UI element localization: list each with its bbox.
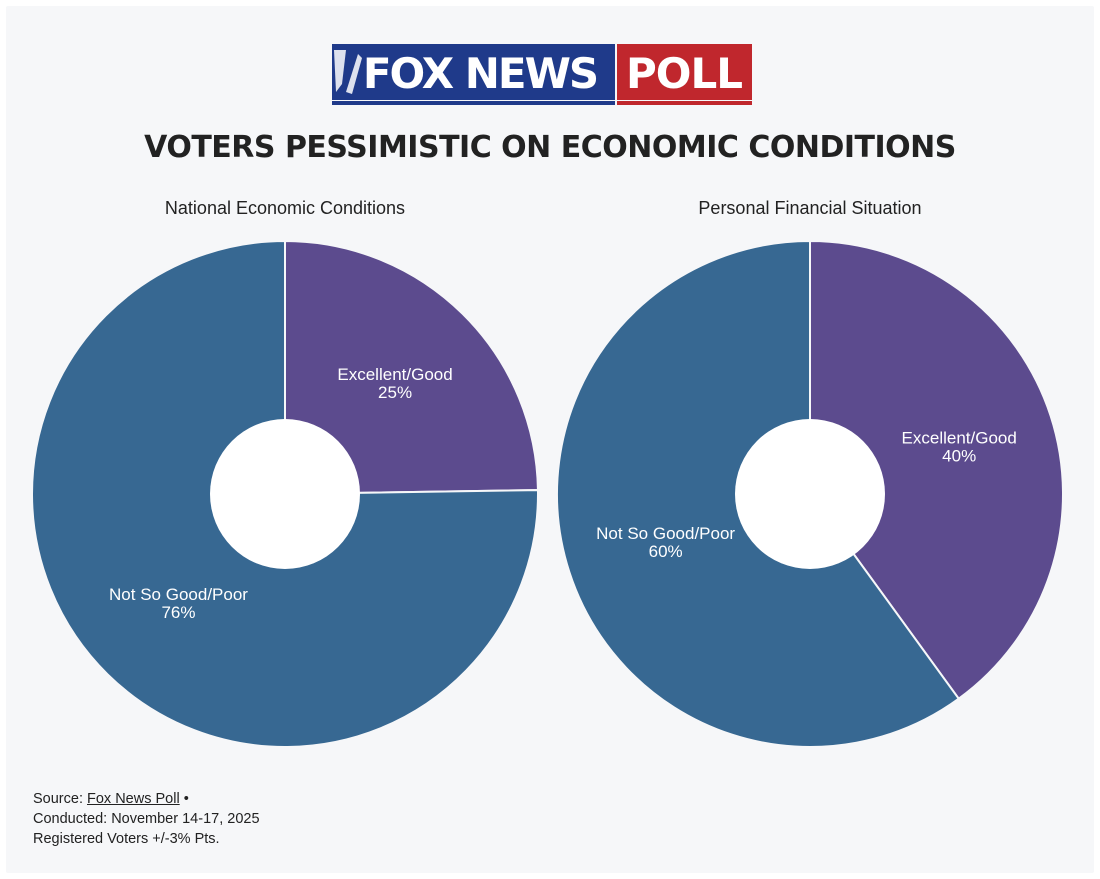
source-prefix: Source: xyxy=(33,791,87,807)
slice-0-not-so-good-poor xyxy=(31,239,539,748)
fox-news-poll-logo: FOX NEWS POLL xyxy=(332,44,752,105)
donut-hole-0 xyxy=(210,419,360,569)
logo-red-block xyxy=(617,44,752,100)
slice-label-1-0: Excellent/Good xyxy=(902,429,1017,448)
donut-hole-1 xyxy=(735,419,885,569)
chart-title-national: National Economic Conditions xyxy=(164,198,406,218)
logo-text-poll: POLL xyxy=(626,49,742,98)
slice-value-0-0: 25% xyxy=(378,383,412,402)
slice-label-0-0: Excellent/Good xyxy=(337,365,452,384)
source-note: Source: Fox News Poll • Conducted: Novem… xyxy=(33,789,260,849)
slice-1-excellent-good xyxy=(809,239,1064,701)
source-link[interactable]: Fox News Poll xyxy=(87,791,180,807)
slice-value-1-1: 60% xyxy=(649,542,683,561)
chart-headline: VOTERS PESSIMISTIC ON ECONOMIC CONDITION… xyxy=(144,130,956,165)
logo-text-foxnews: FOX NEWS xyxy=(363,49,597,98)
chart-title-personal: Personal Financial Situation xyxy=(698,198,922,218)
sample-info: Registered Voters +/-3% Pts. xyxy=(33,831,220,847)
slice-value-0-1: 76% xyxy=(161,603,195,622)
conducted-dates: Conducted: November 14-17, 2025 xyxy=(33,811,260,827)
logo-red-underline xyxy=(617,101,752,105)
logo-spotlight-shape-2 xyxy=(346,54,362,94)
logo-navy-underline xyxy=(332,101,615,105)
logo-spotlight-shape xyxy=(334,50,346,92)
source-line: Source: Fox News Poll • xyxy=(33,789,260,809)
logo-navy-block xyxy=(332,44,615,100)
source-suffix: • xyxy=(179,791,189,807)
slice-label-1-1: Not So Good/Poor xyxy=(596,524,735,543)
slice-0-excellent-good xyxy=(284,239,539,496)
slice-value-1-0: 40% xyxy=(942,447,976,466)
slice-label-0-1: Not So Good/Poor xyxy=(109,585,248,604)
